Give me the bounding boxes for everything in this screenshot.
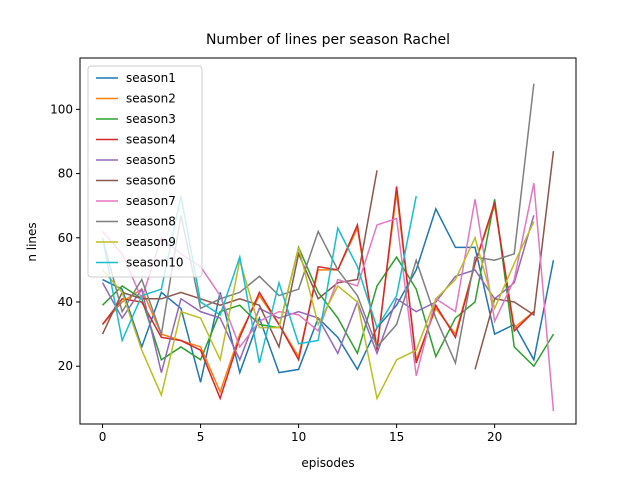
x-axis-label: episodes xyxy=(301,456,354,470)
legend-label: season9 xyxy=(126,235,176,249)
chart-title: Number of lines per season Rachel xyxy=(206,32,450,48)
legend-label: season6 xyxy=(126,174,176,188)
x-tick-label: 15 xyxy=(389,430,404,444)
x-tick-label: 20 xyxy=(487,430,502,444)
y-tick-label: 40 xyxy=(58,295,73,309)
legend-label: season5 xyxy=(126,153,176,167)
legend-label: season10 xyxy=(126,256,183,270)
y-axis-label: n lines xyxy=(25,222,39,261)
x-tick-label: 0 xyxy=(99,430,107,444)
series-line xyxy=(102,206,555,383)
plot-frame xyxy=(79,57,577,425)
series-line xyxy=(101,195,417,364)
legend-label: season7 xyxy=(126,194,176,208)
legend-label: season2 xyxy=(126,92,176,106)
legend-label: season8 xyxy=(126,215,176,229)
legend-label: season3 xyxy=(126,112,176,126)
y-tick-label: 60 xyxy=(58,231,73,245)
y-tick-label: 20 xyxy=(58,359,73,373)
x-tick-label: 10 xyxy=(291,430,306,444)
y-tick-label: 80 xyxy=(58,167,73,181)
x-tick-label: 5 xyxy=(197,430,205,444)
legend-label: season4 xyxy=(126,133,176,147)
legend-label: season1 xyxy=(126,71,176,85)
series-line xyxy=(101,221,535,401)
y-tick-label: 100 xyxy=(50,102,73,116)
